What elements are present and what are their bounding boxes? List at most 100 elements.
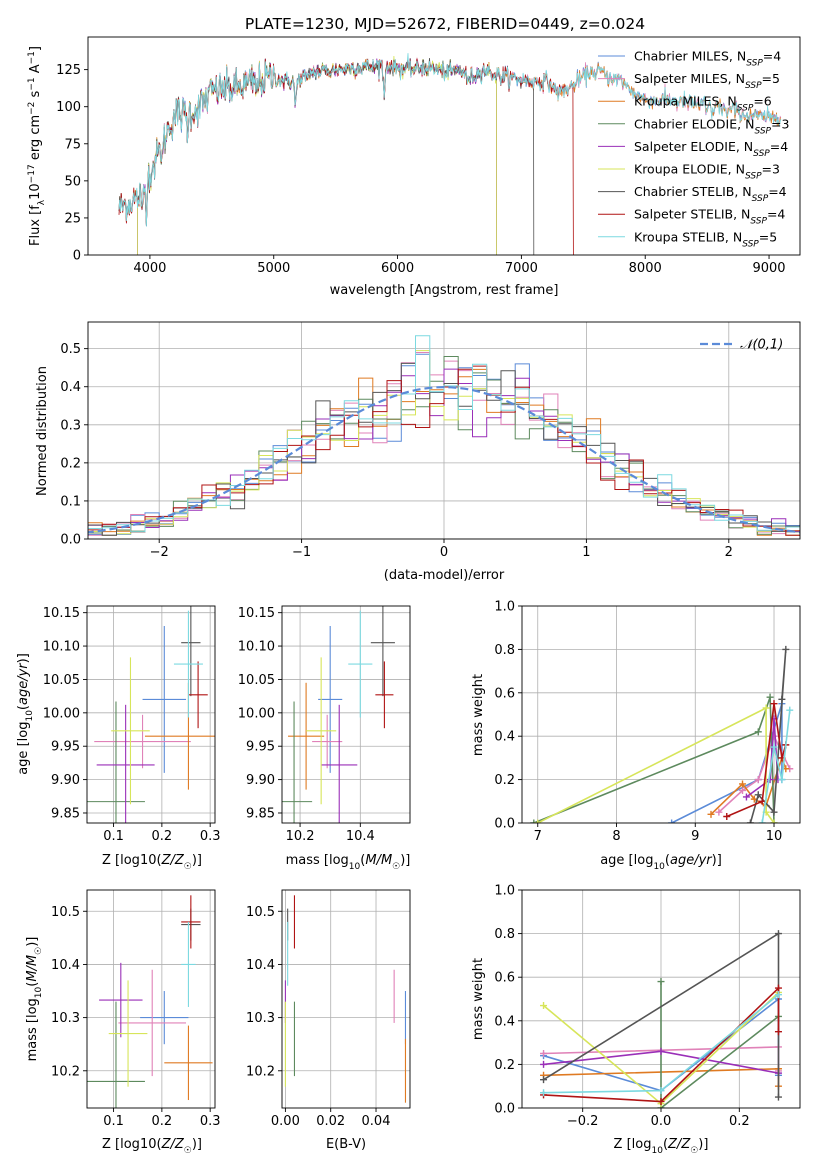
errorbar-point xyxy=(108,980,148,1087)
plot-area xyxy=(87,606,215,823)
weight-marker xyxy=(786,706,794,714)
y-tick-label: 10.00 xyxy=(238,706,275,721)
y-tick-label: 10.4 xyxy=(246,958,275,973)
weight-marker xyxy=(754,728,762,736)
errorbar-point xyxy=(375,661,394,729)
y-tick-label: 0.0 xyxy=(494,817,515,832)
weight-marker xyxy=(739,786,747,794)
histogram-step xyxy=(88,368,800,536)
x-axis-label: Z [log10(Z/Z☉)] xyxy=(614,1137,709,1156)
x-tick-label: 0.1 xyxy=(103,1114,124,1129)
weight-marker xyxy=(778,695,786,703)
x-tick-label: 4000 xyxy=(133,261,166,276)
spectrum-series-line xyxy=(118,53,782,227)
weight-marker xyxy=(723,812,731,820)
weight-marker xyxy=(540,1002,548,1010)
weight-marker xyxy=(534,819,542,823)
y-tick-label: 25 xyxy=(64,211,81,226)
x-axis-label: mass [log10(M/M☉)] xyxy=(286,853,411,872)
errorbar-point xyxy=(282,701,313,823)
chart-title: PLATE=1230, MJD=52672, FIBERID=0449, z=0… xyxy=(245,15,645,33)
histogram-step xyxy=(88,368,800,536)
weight-marker xyxy=(758,819,766,823)
errorbar-point xyxy=(370,606,395,697)
y-tick-label: 0.3 xyxy=(60,418,81,433)
y-axis-label: Normed distribution xyxy=(35,366,50,496)
y-tick-label: 10.2 xyxy=(246,1064,275,1079)
y-axis-label: Flux [fλ10−17 erg cm−2 s−1 A−1] xyxy=(27,46,47,246)
x-tick-label: 8 xyxy=(612,829,620,844)
x-tick-label: 0.0 xyxy=(651,1114,672,1129)
weight-series-line xyxy=(660,981,779,1108)
histogram-step xyxy=(88,350,800,536)
weight-marker xyxy=(758,797,766,805)
weight-marker xyxy=(657,978,665,986)
weight-marker xyxy=(540,1060,548,1068)
weight-marker xyxy=(742,793,750,801)
weight-marker xyxy=(657,1097,665,1105)
spectrum-series-line xyxy=(118,57,535,255)
y-tick-label: 0.5 xyxy=(60,342,81,357)
errorbar-point xyxy=(318,626,343,773)
spectrum-series-line xyxy=(137,55,497,255)
histogram-step xyxy=(88,356,800,536)
histogram-step xyxy=(88,353,800,536)
errorbar-point xyxy=(118,969,187,1077)
x-tick-label: 0.3 xyxy=(200,1114,221,1129)
x-tick-label: 0.1 xyxy=(103,829,124,844)
x-tick-label: 0.2 xyxy=(729,1114,750,1129)
errorbar-point xyxy=(188,661,208,729)
x-tick-label: 0.02 xyxy=(316,1114,345,1129)
plot-area xyxy=(282,606,410,823)
spectrum-series-line xyxy=(137,58,497,255)
x-tick-label: 0.2 xyxy=(152,829,173,844)
y-tick-label: 0.8 xyxy=(494,643,515,658)
plot-area xyxy=(522,890,800,1108)
y-tick-label: 9.90 xyxy=(246,773,275,788)
errorbar-point xyxy=(181,606,201,697)
x-axis-label: age [log10(age/yr)] xyxy=(600,853,722,872)
legend-entry: Chabrier ELODIE, NSSP=3 xyxy=(634,116,789,136)
y-tick-label: 0.2 xyxy=(60,456,81,471)
weight-marker xyxy=(540,1050,548,1057)
y-axis-label: mass weight xyxy=(471,958,486,1040)
x-tick-label: −2 xyxy=(150,545,169,560)
x-tick-label: 1 xyxy=(582,545,590,560)
age_vs_mass-panel: 10.2 10.4 9.85 9.90 9.95 10.00 10.05 10.10 10.15 xyxy=(238,605,411,844)
age_vs_Z-panel: 0.1 0.2 0.3 9.85 9.90 9.95 10.00 10.05 10.10 10.1… xyxy=(43,605,221,844)
y-tick-label: 0.6 xyxy=(494,686,515,701)
plot-area xyxy=(522,606,800,823)
plot-area xyxy=(87,890,215,1108)
y-tick-label: 0.1 xyxy=(60,494,81,509)
spectrum-panel: 4000 5000 6000 7000 8000 9000 0 25 50 75 100 125 xyxy=(56,36,801,276)
errorbar-point xyxy=(87,701,145,823)
errorbar-point xyxy=(181,895,201,949)
x-tick-label: −0.2 xyxy=(567,1114,599,1129)
errorbar-point xyxy=(87,1001,145,1108)
x-tick-label: 0.2 xyxy=(152,1114,173,1129)
spectrum-series-line xyxy=(137,58,497,255)
y-tick-label: 50 xyxy=(64,174,81,189)
spectrum-series-line xyxy=(118,58,574,255)
y-tick-label: 9.95 xyxy=(51,740,80,755)
legend-entry: Salpeter MILES, NSSP=5 xyxy=(634,71,780,91)
x-tick-label: 5000 xyxy=(257,261,290,276)
residual-panel: −2 −1 0 1 2 0.0 0.1 0.2 0.3 0.4 0.5 xyxy=(60,321,801,560)
y-tick-label: 0.6 xyxy=(494,971,515,986)
y-tick-label: 100 xyxy=(56,100,81,115)
x-tick-label: 0 xyxy=(440,545,448,560)
y-tick-label: 0.2 xyxy=(494,1058,515,1073)
y-tick-label: 10.3 xyxy=(51,1011,80,1026)
errorbar-point xyxy=(99,962,143,1038)
errorbar-point xyxy=(173,610,203,718)
x-tick-label: 0.3 xyxy=(200,829,221,844)
weight-marker xyxy=(774,930,782,938)
x-axis-label: Z [log10(Z/Z☉)] xyxy=(102,853,202,872)
y-tick-label: 10.4 xyxy=(51,958,80,973)
weight-marker xyxy=(540,1076,548,1084)
y-tick-label: 9.85 xyxy=(51,806,80,821)
plot-area xyxy=(88,322,800,539)
mass_vs_Z-panel: 0.1 0.2 0.3 10.2 10.3 10.4 10.5 xyxy=(51,889,221,1129)
y-tick-label: 9.95 xyxy=(246,740,275,755)
errorbar-point xyxy=(111,657,150,805)
